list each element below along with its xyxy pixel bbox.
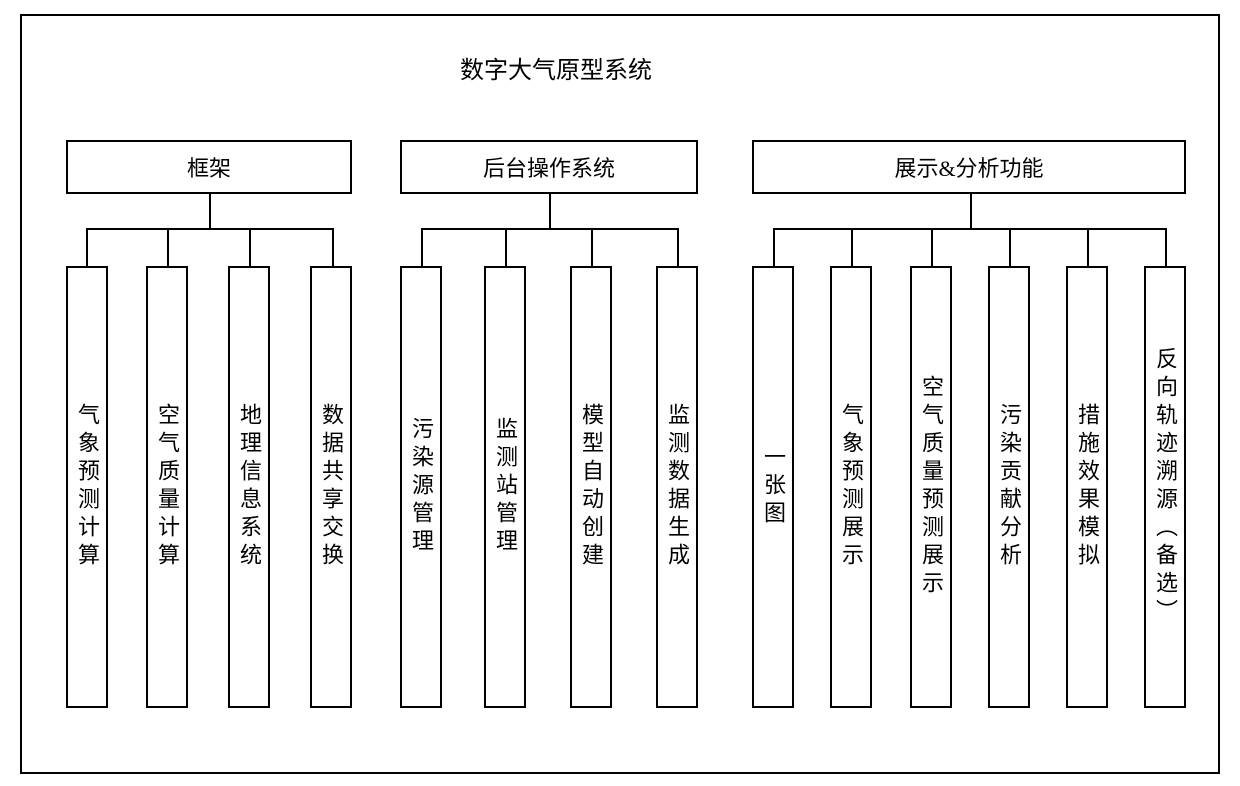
leaf-box-2-1: 气象预测展示 xyxy=(830,266,872,708)
leaf-box-2-3: 污染贡献分析 xyxy=(988,266,1030,708)
leaf-box-1-1: 监测站管理 xyxy=(484,266,526,708)
leaf-box-2-5: 反向轨迹溯源（备选） xyxy=(1144,266,1186,708)
connector-bar-1 xyxy=(421,228,679,230)
outer-frame xyxy=(20,14,1220,774)
leaf-box-1-3: 监测数据生成 xyxy=(656,266,698,708)
connector-trunk-0 xyxy=(209,194,211,228)
connector-drop-2-0 xyxy=(773,228,775,266)
connector-trunk-1 xyxy=(549,194,551,228)
diagram-title: 数字大气原型系统 xyxy=(460,50,652,85)
connector-drop-0-1 xyxy=(167,228,169,266)
leaf-box-1-0: 污染源管理 xyxy=(400,266,442,708)
connector-drop-1-3 xyxy=(677,228,679,266)
category-box-0: 框架 xyxy=(66,140,352,194)
connector-drop-0-3 xyxy=(332,228,334,266)
connector-bar-2 xyxy=(773,228,1167,230)
leaf-box-2-0: 一张图 xyxy=(752,266,794,708)
connector-drop-2-4 xyxy=(1087,228,1089,266)
connector-drop-1-0 xyxy=(421,228,423,266)
leaf-box-0-0: 气象预测计算 xyxy=(66,266,108,708)
connector-bar-0 xyxy=(86,228,334,230)
leaf-box-1-2: 模型自动创建 xyxy=(570,266,612,708)
leaf-box-0-2: 地理信息系统 xyxy=(228,266,270,708)
leaf-box-0-1: 空气质量计算 xyxy=(146,266,188,708)
connector-drop-2-5 xyxy=(1165,228,1167,266)
category-box-1: 后台操作系统 xyxy=(400,140,698,194)
leaf-box-2-2: 空气质量预测展示 xyxy=(910,266,952,708)
connector-drop-2-2 xyxy=(931,228,933,266)
connector-drop-1-1 xyxy=(505,228,507,266)
leaf-box-2-4: 措施效果模拟 xyxy=(1066,266,1108,708)
connector-drop-2-1 xyxy=(851,228,853,266)
connector-drop-0-0 xyxy=(86,228,88,266)
leaf-box-0-3: 数据共享交换 xyxy=(310,266,352,708)
connector-drop-0-2 xyxy=(249,228,251,266)
connector-drop-2-3 xyxy=(1009,228,1011,266)
connector-drop-1-2 xyxy=(591,228,593,266)
category-box-2: 展示&分析功能 xyxy=(752,140,1186,194)
connector-trunk-2 xyxy=(970,194,972,228)
